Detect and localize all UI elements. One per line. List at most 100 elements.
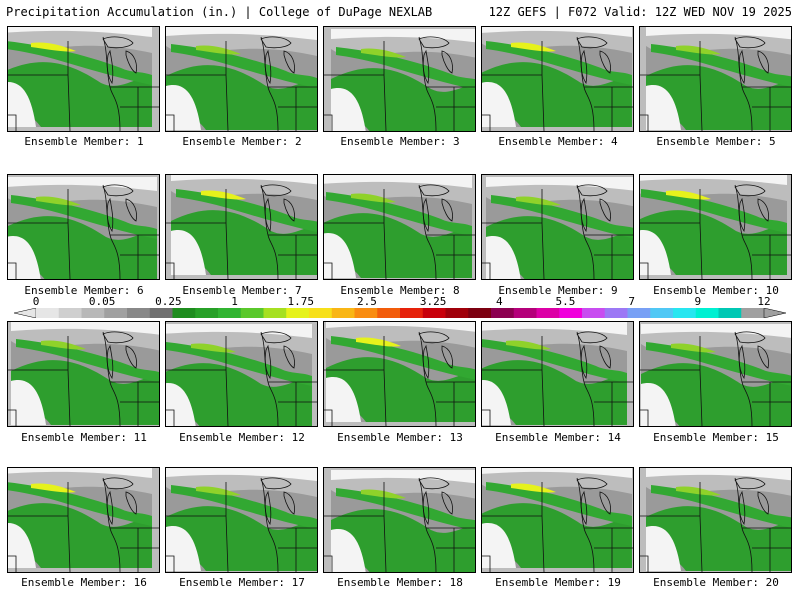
inset-box bbox=[8, 114, 17, 131]
precip-band bbox=[646, 342, 791, 386]
heavy-precip-core bbox=[196, 45, 241, 55]
precip-band bbox=[482, 339, 627, 383]
state-borders bbox=[640, 36, 791, 131]
heavy-precip-core bbox=[671, 343, 716, 353]
scale-tick-label: 0.05 bbox=[88, 295, 116, 308]
dry-area bbox=[331, 29, 475, 43]
dry-area bbox=[8, 82, 36, 127]
lake-michigan bbox=[106, 49, 114, 85]
scale-color-cell bbox=[650, 308, 674, 318]
scale-color-cell bbox=[582, 308, 606, 318]
precip-area bbox=[326, 357, 475, 422]
scale-color-cell bbox=[559, 308, 583, 318]
scale-tick-label: 5.5 bbox=[555, 295, 576, 308]
lake-superior bbox=[260, 477, 292, 490]
inset-box bbox=[640, 555, 649, 572]
dry-area bbox=[640, 175, 787, 185]
lake-superior bbox=[102, 36, 134, 49]
state-borders bbox=[8, 36, 159, 131]
scale-color-cell bbox=[491, 308, 515, 318]
heavy-precip-core bbox=[516, 196, 561, 206]
lake-superior bbox=[576, 36, 608, 49]
precip-band bbox=[11, 195, 157, 239]
lake-superior bbox=[734, 477, 766, 490]
scale-color-cell bbox=[400, 308, 424, 318]
ensemble-member-map bbox=[165, 26, 318, 132]
heavy-precip-core bbox=[511, 483, 556, 493]
dry-area bbox=[326, 377, 361, 422]
precip-field-map bbox=[640, 468, 791, 572]
ensemble-member-label: Ensemble Member: 9 bbox=[498, 284, 618, 297]
ensemble-member-map bbox=[639, 26, 792, 132]
scale-color-cell bbox=[240, 308, 264, 318]
state-borders bbox=[166, 36, 317, 131]
dry-area bbox=[486, 236, 521, 279]
scale-color-cell bbox=[673, 308, 697, 318]
lake-superior bbox=[734, 331, 766, 344]
precip-field-map bbox=[324, 27, 475, 131]
ensemble-member-label: Ensemble Member: 15 bbox=[653, 431, 779, 444]
dry-area bbox=[324, 175, 472, 188]
scale-color-cell bbox=[331, 308, 355, 318]
heavy-precip-core bbox=[356, 337, 401, 347]
lake-michigan bbox=[422, 490, 430, 526]
precip-band bbox=[171, 485, 317, 529]
inset-box bbox=[166, 262, 175, 279]
scale-color-cell bbox=[36, 308, 60, 318]
precip-band bbox=[16, 339, 159, 383]
scale-color-cell bbox=[354, 308, 378, 318]
lake-superior bbox=[102, 184, 134, 197]
scale-color-cell bbox=[468, 308, 492, 318]
precip-field-map bbox=[8, 322, 159, 426]
heavy-precip-core bbox=[676, 45, 721, 55]
precip-field-map bbox=[324, 322, 475, 426]
ensemble-member-map bbox=[165, 174, 318, 280]
dry-area bbox=[171, 175, 317, 185]
ensemble-member-map bbox=[323, 321, 476, 427]
precip-band bbox=[486, 482, 632, 526]
dry-area bbox=[646, 526, 681, 571]
lake-michigan bbox=[738, 344, 746, 380]
lake-huron bbox=[599, 345, 611, 369]
lake-superior bbox=[260, 184, 292, 197]
state-borders bbox=[166, 477, 317, 572]
precip-area bbox=[482, 503, 632, 568]
dry-area bbox=[166, 383, 196, 426]
heavy-precip-core bbox=[196, 486, 241, 496]
lake-huron bbox=[441, 198, 453, 222]
scale-tick-label: 7 bbox=[628, 295, 635, 308]
heavy-precip-core bbox=[201, 190, 246, 200]
precip-band bbox=[166, 342, 312, 386]
precip-band bbox=[486, 41, 632, 85]
precip-band bbox=[171, 44, 317, 88]
ensemble-member-label: Ensemble Member: 8 bbox=[340, 284, 460, 297]
inset-box bbox=[324, 262, 333, 279]
precip-area bbox=[166, 363, 312, 426]
scale-colorbar bbox=[14, 308, 786, 318]
dry-area bbox=[166, 27, 317, 40]
lake-huron bbox=[441, 491, 453, 515]
scale-tick-label: 0.25 bbox=[155, 295, 182, 308]
precip-area bbox=[11, 360, 159, 425]
scale-color-cell bbox=[695, 308, 719, 318]
state-borders bbox=[640, 477, 791, 572]
lake-michigan bbox=[580, 197, 588, 233]
scale-color-cell bbox=[263, 308, 287, 318]
state-borders bbox=[482, 331, 633, 426]
scale-color-cell bbox=[172, 308, 196, 318]
precip-band bbox=[336, 488, 475, 531]
ensemble-member-map bbox=[639, 174, 792, 280]
scale-min-arrow bbox=[14, 308, 37, 318]
ensemble-member-map bbox=[323, 467, 476, 573]
inset-box bbox=[324, 114, 333, 131]
ensemble-member-map bbox=[639, 467, 792, 573]
precip-band bbox=[651, 485, 791, 528]
inset-box bbox=[8, 555, 17, 572]
precip-field-map bbox=[482, 468, 633, 572]
scale-tick-label: 2.5 bbox=[356, 295, 377, 308]
dry-area bbox=[166, 324, 312, 338]
ensemble-member-label: Ensemble Member: 3 bbox=[340, 135, 460, 148]
ensemble-member-map bbox=[639, 321, 792, 427]
dry-area bbox=[326, 322, 475, 332]
lake-superior bbox=[260, 331, 292, 344]
